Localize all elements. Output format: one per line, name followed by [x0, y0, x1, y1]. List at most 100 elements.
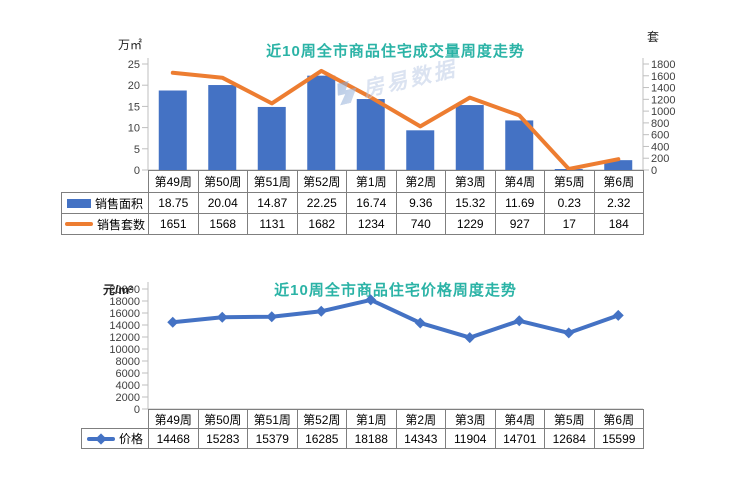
category-cell: 第3周	[445, 409, 496, 429]
legend-cell: 销售面积	[61, 192, 149, 214]
price-chart-section: 近10周全市商品住宅价格周度走势 元/m² 0 2000 4000 6000 8000 1…	[0, 260, 740, 488]
value-cell: 9.36	[395, 192, 446, 214]
series-label: 价格	[118, 432, 143, 446]
category-cell: 第2周	[395, 409, 446, 429]
diamond-marker	[414, 317, 426, 329]
table-row: 销售套数 1651 1568 1131 1682 1234 740 1229 927 17 184	[61, 213, 644, 235]
axis-tick-label: 200	[651, 153, 669, 165]
value-cell: 14701	[494, 428, 545, 449]
bar	[356, 99, 385, 170]
volume-chart-section: 近10周全市商品住宅成交量周度走势 万㎡ 套 0 5 10 15 20 25 0 200 400…	[61, 30, 675, 235]
value-cell: 15.32	[445, 192, 496, 214]
value-cell: 1651	[148, 213, 199, 235]
value-cell: 11.69	[494, 192, 545, 214]
axis-tick-label: 6000	[116, 368, 140, 380]
axis-tick-label: 0	[134, 165, 140, 177]
value-cell: 1229	[445, 213, 496, 235]
price-left-axis-unit: 元/m²	[103, 283, 134, 297]
price-line-markers	[167, 294, 624, 344]
value-cell: 184	[593, 213, 644, 235]
value-cell: 14343	[395, 428, 446, 449]
bar-legend-swatch-icon	[66, 198, 91, 208]
category-cell: 第3周	[445, 170, 496, 193]
volume-chart-title: 近10周全市商品住宅成交量周度走势	[266, 43, 525, 60]
table-row: 价格 14468 15283 15379 16285 18188 14343 11904 147…	[81, 428, 644, 449]
value-cell: 1234	[346, 213, 397, 235]
bar	[455, 105, 484, 170]
category-cell: 第6周	[593, 409, 644, 429]
axis-tick-label: 4000	[116, 380, 140, 392]
series-label: 销售套数	[96, 217, 145, 232]
sales-area-bars	[158, 75, 633, 170]
bar	[505, 120, 534, 170]
category-cell: 第49周	[148, 170, 199, 193]
axis-tick-label: 10	[128, 123, 140, 135]
category-cell: 第1周	[346, 409, 397, 429]
volume-right-axis-unit: 套	[647, 30, 660, 44]
bar	[208, 85, 237, 170]
category-cell: 第5周	[544, 170, 595, 193]
axis-tick-label: 1400	[651, 83, 675, 95]
axis-tick-label: 800	[651, 118, 669, 130]
category-header-row: 第49周 第50周 第51周 第52周 第1周 第2周 第3周 第4周 第5周 第6周	[62, 170, 644, 193]
volume-left-axis-unit: 万㎡	[117, 38, 142, 52]
value-cell: 2.32	[593, 192, 644, 214]
value-cell: 17	[544, 213, 595, 235]
axis-tick-label: 600	[651, 130, 669, 142]
category-cell: 第51周	[247, 170, 298, 193]
category-cell: 第50周	[197, 409, 248, 429]
price-chart-plot: 0200040006000800010000120001400016000180…	[109, 282, 643, 416]
legend-cell: 销售套数	[61, 213, 149, 235]
category-cell: 第6周	[593, 170, 644, 193]
sales-units-line	[170, 68, 621, 171]
axis-tick-label: 0	[134, 404, 140, 416]
axis-tick-label: 2000	[116, 392, 140, 404]
price-line	[170, 297, 621, 340]
axis-tick-label: 1200	[651, 94, 675, 106]
axis-tick-label: 16000	[109, 308, 140, 320]
axis-tick-label: 1800	[651, 59, 675, 71]
axis-tick-label: 5	[134, 144, 140, 156]
axis-tick-label: 20000	[109, 284, 140, 296]
axis-tick-label: 400	[651, 141, 669, 153]
value-cell: 18188	[346, 428, 397, 449]
axis-tick-label: 1600	[651, 71, 675, 83]
axis-tick-label: 15	[128, 101, 140, 113]
volume-chart-plot: 0510152025020040060080010001200140016001…	[128, 58, 675, 177]
bar	[158, 90, 187, 170]
axis-tick-label: 8000	[116, 356, 140, 368]
diamond-marker	[513, 315, 525, 327]
diamond-marker	[266, 311, 278, 323]
bar	[307, 75, 336, 170]
axis-tick-label: 12000	[109, 332, 140, 344]
table-row: 销售面积 18.75 20.04 14.87 22.25 16.74 9.36 15.32 11…	[61, 192, 644, 214]
bar	[604, 160, 633, 170]
diamond-marker	[167, 316, 179, 328]
value-cell: 12684	[544, 428, 595, 449]
value-cell: 0.23	[544, 192, 595, 214]
price-chart-title: 近10周全市商品住宅价格周度走势	[274, 282, 517, 299]
value-cell: 22.25	[296, 192, 347, 214]
category-cell: 第52周	[296, 170, 347, 193]
diamond-marker	[563, 327, 575, 339]
category-cell: 第2周	[395, 170, 446, 193]
value-cell: 740	[395, 213, 446, 235]
value-cell: 16285	[296, 428, 347, 449]
category-cell: 第4周	[494, 409, 545, 429]
axis-tick-label: 25	[128, 59, 140, 71]
value-cell: 1682	[296, 213, 347, 235]
value-cell: 927	[494, 213, 545, 235]
legend-cell: 价格	[81, 428, 149, 449]
category-header-row: 第49周 第50周 第51周 第52周 第1周 第2周 第3周 第4周 第5周 第6周	[82, 409, 644, 429]
bar	[406, 130, 435, 170]
value-cell: 18.75	[148, 192, 199, 214]
category-cell: 第5周	[544, 409, 595, 429]
diamond-marker	[216, 311, 228, 323]
category-cell: 第49周	[148, 409, 199, 429]
category-cell: 第51周	[247, 409, 298, 429]
diamond-marker	[315, 305, 327, 317]
axis-tick-label: 10000	[109, 344, 140, 356]
axis-tick-label: 20	[128, 80, 140, 92]
value-cell: 15599	[593, 428, 644, 449]
